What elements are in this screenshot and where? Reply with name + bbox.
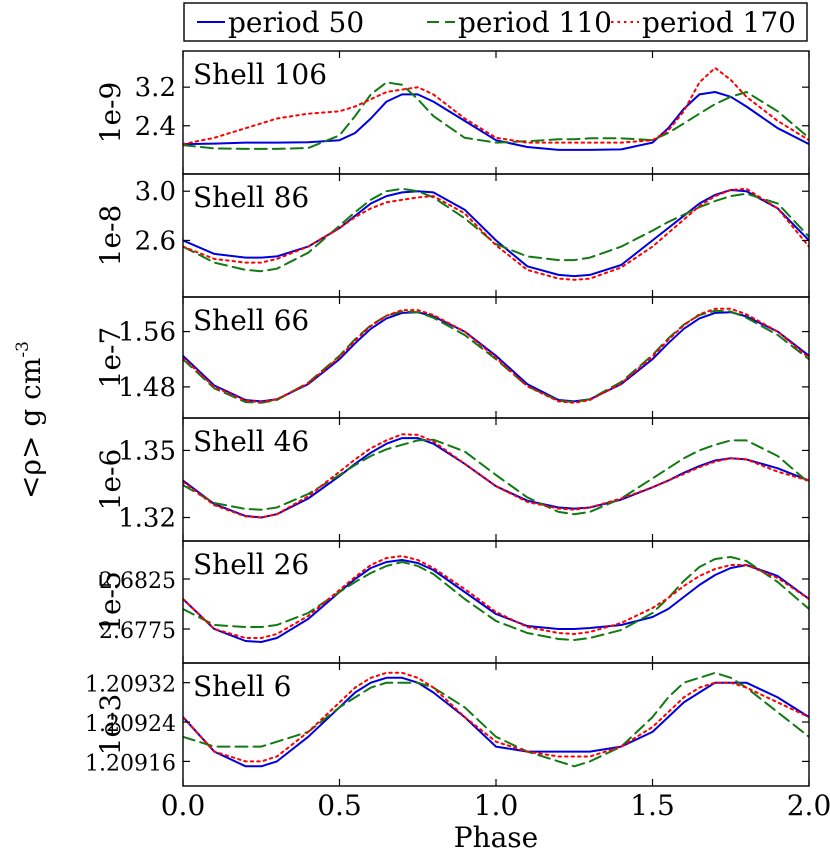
panel-scale-text: 1e-5 (94, 571, 127, 633)
panel-series (183, 187, 809, 281)
x-axis: 0.0 0.5 1.0 1.5 2.0 Phase (161, 789, 830, 853)
panel-scale: 1e-8 (94, 205, 127, 267)
panel-label: Shell 6 (193, 670, 291, 703)
panel-label: Shell 26 (193, 548, 309, 581)
series-line-period-170 (183, 555, 809, 639)
y-tick-label: 1.48 (118, 373, 176, 403)
y-tick-label: 2.6 (135, 226, 176, 256)
y-tick-label: 1.20932 (85, 673, 176, 698)
panel-scale: 1e-9 (94, 82, 127, 144)
legend-box (183, 2, 808, 42)
panel-scale-text: 1e-3 (94, 694, 127, 756)
panel-scale: 1e-3 (94, 694, 127, 756)
y-tick-label: 3.0 (135, 177, 176, 207)
legend-item-3: period 170 (611, 6, 796, 39)
panel-series (183, 433, 809, 519)
panel-scale: 1e-6 (94, 449, 127, 511)
y-tick-label: 1.56 (118, 318, 176, 348)
panel-2: 3.0 2.6 1e-8 Shell 86 (94, 173, 810, 298)
y-tick-label: 2.6825 (99, 569, 176, 594)
x-tick-label: 0.0 (161, 789, 206, 822)
series-line-period-50 (183, 437, 809, 519)
series-line-period-170 (183, 307, 809, 404)
series-line-period-110 (183, 81, 809, 150)
x-tick-label: 1.0 (474, 789, 519, 822)
panel-series (183, 671, 809, 768)
series-line-period-50 (183, 559, 809, 643)
series-line-period-170 (183, 187, 809, 281)
panel-scale-text: 1e-8 (94, 205, 127, 267)
series-line-period-50 (183, 676, 809, 768)
panel-series (183, 307, 809, 404)
series-line-period-110 (183, 671, 809, 768)
y-tick-label: 2.4 (135, 112, 176, 142)
y-axis-label-main: <ρ> g cm (14, 358, 47, 499)
series-line-period-170 (183, 671, 809, 763)
panel-series (183, 555, 809, 643)
panel-label: Shell 86 (193, 181, 309, 214)
panel-label: Shell 106 (193, 58, 327, 91)
x-tick-label: 1.5 (630, 789, 675, 822)
y-tick-label: 1.35 (118, 436, 176, 466)
legend-item-1: period 50 (197, 6, 364, 39)
panel-scale: 1e-5 (94, 571, 127, 633)
panel-scale-text: 1e-7 (94, 327, 127, 389)
legend-label: period 50 (228, 6, 364, 39)
panel-label: Shell 46 (193, 425, 309, 458)
y-tick-label: 3.2 (135, 73, 176, 103)
panel-series (183, 66, 809, 151)
series-line-period-110 (183, 438, 809, 516)
panel-scale: 1e-7 (94, 327, 127, 389)
x-tick-label: 0.5 (317, 789, 362, 822)
y-tick-label: 2.6775 (99, 619, 176, 644)
y-tick-label: 1.20924 (85, 712, 176, 737)
panel-1: 3.2 2.4 1e-9 Shell 106 (94, 50, 810, 175)
y-axis-label-text: <ρ> g cm-3 (13, 341, 47, 499)
legend-item-2: period 110 (427, 6, 612, 39)
series-line-period-170 (183, 66, 809, 146)
x-tick-label: 2.0 (787, 789, 830, 822)
series-line-period-50 (183, 91, 809, 151)
y-tick-label: 1.32 (118, 504, 176, 534)
panel-scale-text: 1e-6 (94, 449, 127, 511)
series-line-period-110 (183, 187, 809, 273)
legend-label: period 110 (458, 6, 612, 39)
y-axis-label: <ρ> g cm-3 (13, 341, 47, 499)
legend: period 50 period 110 period 170 (183, 2, 808, 42)
y-tick-label: 1.20916 (85, 751, 176, 776)
series-line-period-110 (183, 556, 809, 641)
panel-label: Shell 66 (193, 304, 309, 337)
legend-label: period 170 (642, 6, 796, 39)
y-axis-label-superscript: -3 (13, 341, 33, 358)
x-axis-label: Phase (454, 821, 539, 853)
panel-scale-text: 1e-9 (94, 82, 127, 144)
